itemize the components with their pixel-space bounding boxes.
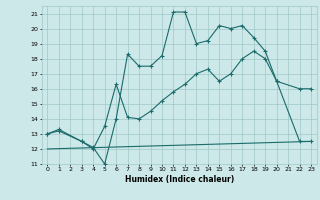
X-axis label: Humidex (Indice chaleur): Humidex (Indice chaleur) — [124, 175, 234, 184]
